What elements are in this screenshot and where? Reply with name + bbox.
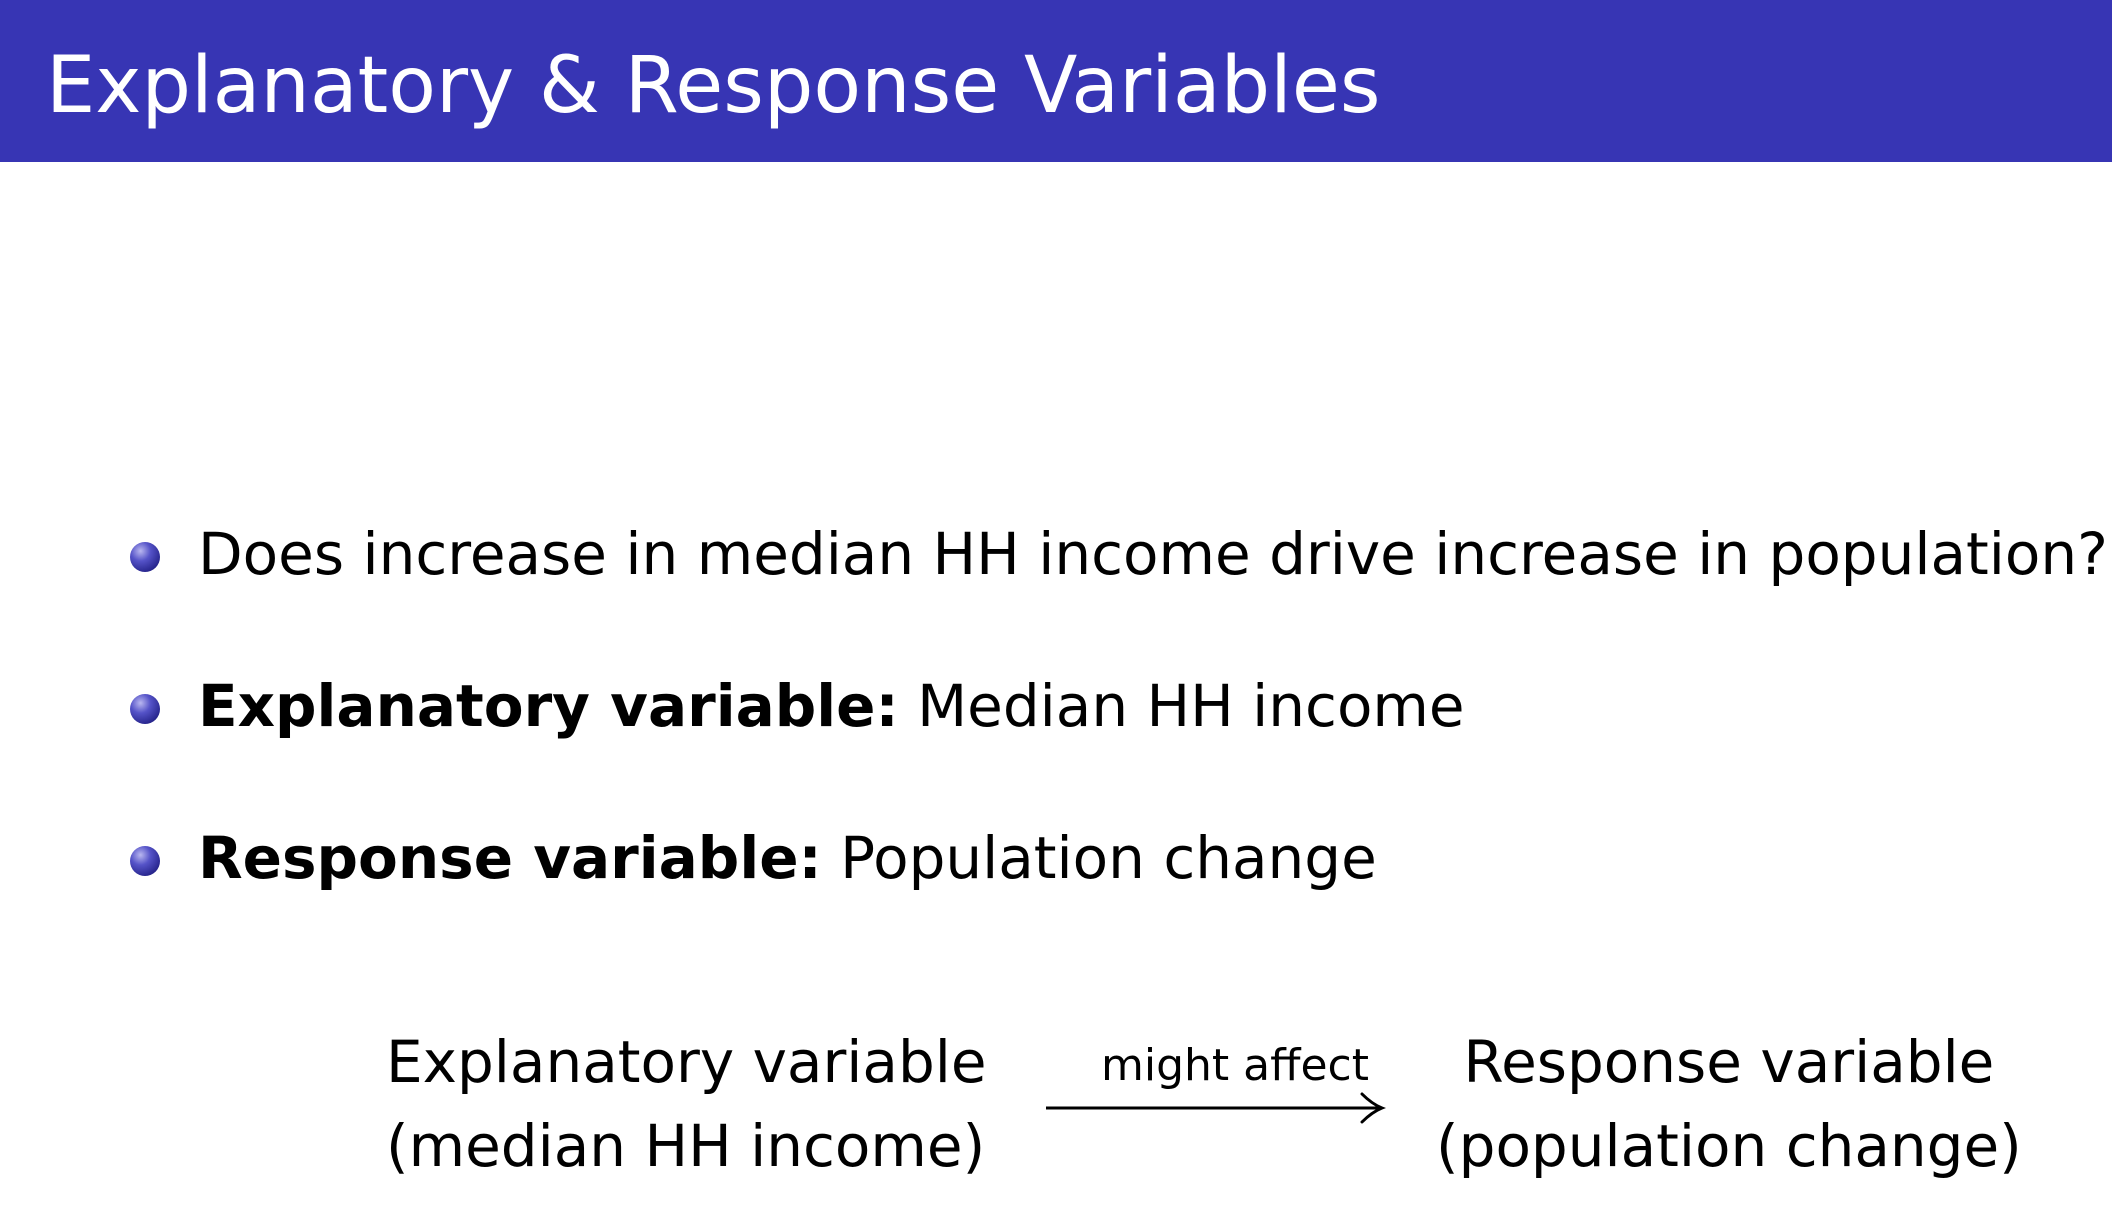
diagram-explanatory-line1: Explanatory variable	[386, 1028, 987, 1096]
right-arrow-icon	[1046, 1092, 1386, 1124]
slide-title: Explanatory & Response Variables	[46, 41, 1381, 131]
bullet-icon	[130, 694, 160, 724]
diagram-response-line1: Response variable	[1463, 1028, 1995, 1096]
bullet-body: Median HH income	[917, 672, 1465, 740]
bullet-icon	[130, 846, 160, 876]
diagram-explanatory: Explanatory variable (median HH income)	[386, 1020, 987, 1188]
bullet-text: Explanatory variable: Median HH income	[198, 666, 1465, 746]
bullet-text: Response variable: Population change	[198, 818, 1377, 898]
bullet-body: Population change	[840, 824, 1377, 892]
bullet-body: Does increase in median HH income drive …	[198, 520, 2108, 588]
diagram-explanatory-line2: (median HH income)	[386, 1112, 986, 1180]
diagram-response-line2: (population change)	[1436, 1112, 2022, 1180]
title-bar: Explanatory & Response Variables	[0, 0, 2112, 162]
bullet-label: Explanatory variable:	[198, 672, 899, 740]
bullet-icon	[130, 542, 160, 572]
bullet-text: Does increase in median HH income drive …	[198, 514, 2108, 594]
diagram-response: Response variable (population change)	[1436, 1020, 2022, 1188]
bullet-label: Response variable:	[198, 824, 822, 892]
arrow-label: might affect	[1101, 1040, 1369, 1091]
